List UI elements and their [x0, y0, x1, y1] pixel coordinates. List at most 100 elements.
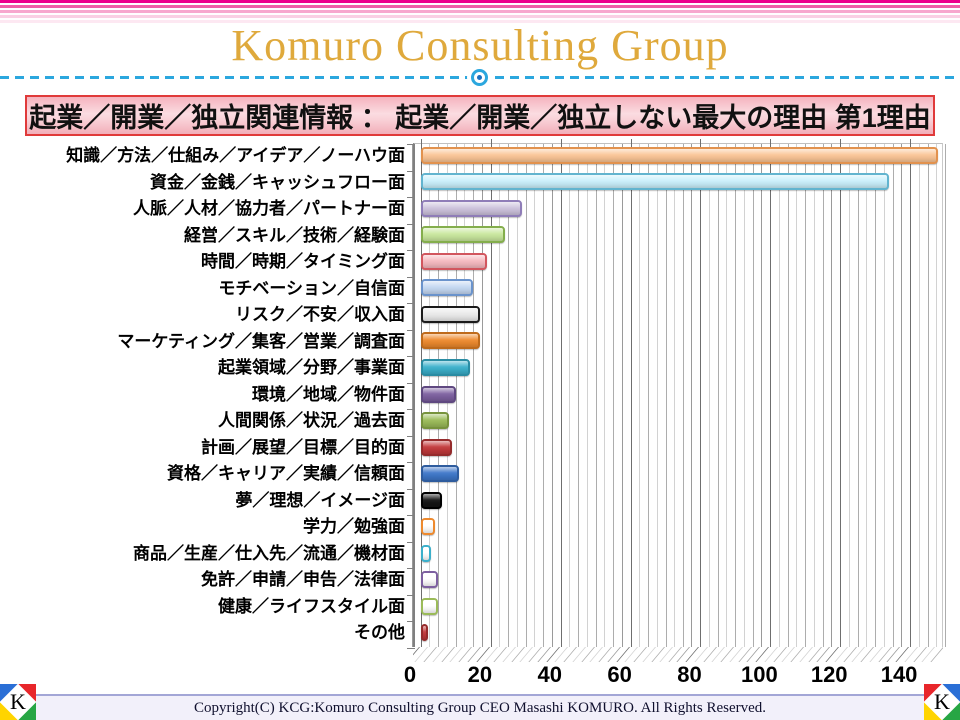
gridline: [490, 139, 492, 647]
kcg-logo-left: K: [0, 683, 37, 720]
gridline: [910, 139, 912, 647]
divider-bullseye-icon: [471, 69, 488, 86]
y-axis-tick: [407, 250, 415, 251]
gridline-3d-twin: [936, 144, 937, 647]
y-axis-tick: [407, 621, 415, 622]
stripe: [0, 15, 960, 18]
bars-layer: [421, 144, 945, 648]
bar: [421, 332, 480, 349]
y-axis-tick: [407, 595, 415, 596]
bar-sheen: [423, 573, 436, 586]
y-axis-tick: [407, 356, 415, 357]
x-tick-label: 140: [880, 662, 918, 687]
logo-letter: K: [10, 689, 26, 714]
gridline-3d-twin: [464, 144, 466, 647]
bar: [421, 571, 438, 588]
gridline-3d-twin: [499, 144, 501, 647]
category-label: 計画／展望／目標／目的面: [201, 438, 405, 457]
gridline: [700, 139, 702, 647]
bar-sheen: [423, 255, 485, 268]
bar-sheen: [423, 308, 478, 321]
gridline-3d-twin: [656, 144, 658, 647]
category-label: 資金／金銭／キャッシュフロー面: [150, 173, 405, 192]
category-label: リスク／不安／収入面: [235, 305, 405, 324]
bar-chart: 知識／方法／仕組み／アイデア／ノーハウ面 資金／金銭／キャッシュフロー面 人脈／人材…: [0, 139, 960, 688]
gridline-3d-twin: [534, 144, 536, 647]
gridline: [735, 144, 737, 647]
logo-letter: K: [934, 689, 950, 714]
y-axis-tick: [407, 171, 415, 172]
gridline-3d-twin: [691, 144, 693, 647]
bar-sheen: [423, 388, 454, 401]
y-axis-tick: [407, 224, 415, 225]
gridline: [595, 144, 597, 647]
bar-sheen: [423, 520, 433, 533]
x-tick-label: 0: [403, 662, 417, 687]
bar: [421, 359, 470, 376]
bar-sheen: [423, 334, 478, 347]
category-label: 資格／キャリア／実績／信頼面: [167, 464, 405, 483]
bar-sheen: [423, 361, 468, 374]
bar-sheen: [423, 547, 429, 560]
gridline: [822, 144, 824, 647]
gridline: [560, 139, 562, 647]
bar: [421, 147, 938, 164]
copyright-bar: Copyright(C) KCG:Komuro Consulting Group…: [0, 694, 960, 720]
bar: [421, 279, 473, 296]
bar-sheen: [423, 626, 426, 639]
category-label: モチベーション／自信面: [218, 279, 405, 298]
gridline-3d-twin: [674, 144, 675, 647]
gridline-3d-twin: [743, 144, 745, 647]
category-label: マーケティング／集客／営業／調査面: [117, 332, 405, 351]
gridline: [857, 144, 859, 647]
bar: [421, 226, 505, 243]
bar-sheen: [423, 149, 936, 162]
gridline-3d-twin: [604, 144, 606, 647]
gridline: [787, 144, 789, 647]
category-label: 環境／地域／物件面: [252, 385, 405, 404]
gridline-3d-twin: [708, 144, 710, 647]
bar: [421, 492, 442, 509]
y-axis-tick: [407, 648, 415, 649]
y-axis-tick: [407, 197, 415, 198]
gridline: [840, 139, 842, 647]
value-axis: 0 20 40 60 80 100 120 140: [404, 662, 960, 692]
y-axis-tick: [407, 330, 415, 331]
bar: [421, 439, 452, 456]
y-axis-tick: [407, 277, 415, 278]
gridline-3d-twin: [831, 144, 833, 647]
x-tick-label: 100: [740, 662, 778, 687]
y-axis-tick: [407, 303, 415, 304]
chart-heading-banner: 起業／開業／独立関連情報 ： 起業／開業／独立しない最大の理由 第1理由: [25, 95, 935, 136]
gridline-3d-twin: [848, 144, 850, 647]
bar: [421, 598, 438, 615]
gridline: [892, 144, 894, 647]
gridline: [717, 144, 719, 647]
gridline: [578, 144, 580, 647]
y-axis-tick: [407, 568, 415, 569]
gridline: [455, 144, 457, 647]
gridline: [945, 144, 946, 647]
gridline-3d-twin: [778, 144, 780, 647]
y-axis-tick: [407, 515, 415, 516]
top-decorative-stripes: [0, 0, 960, 23]
stripe: [0, 5, 960, 8]
gridline: [770, 139, 772, 647]
bar: [421, 173, 889, 190]
bar: [421, 518, 435, 535]
gridline-3d-twin: [551, 144, 553, 647]
gridline-3d-twin: [866, 144, 868, 647]
gridline-3d-twin: [761, 144, 763, 647]
gridline-3d-twin: [639, 144, 641, 647]
page-title: Komuro Consulting Group: [231, 21, 729, 70]
bar: [421, 465, 459, 482]
bar-sheen: [423, 414, 447, 427]
stripe: [0, 10, 960, 13]
y-axis-tick: [407, 542, 415, 543]
stripe-gap: [0, 8, 960, 10]
bar: [421, 253, 487, 270]
category-label: 知識／方法／仕組み／アイデア／ノーハウ面: [66, 146, 405, 165]
gridline-3d-twin: [481, 144, 483, 647]
axis-floor-3d: [413, 647, 943, 662]
gridline: [525, 144, 527, 647]
